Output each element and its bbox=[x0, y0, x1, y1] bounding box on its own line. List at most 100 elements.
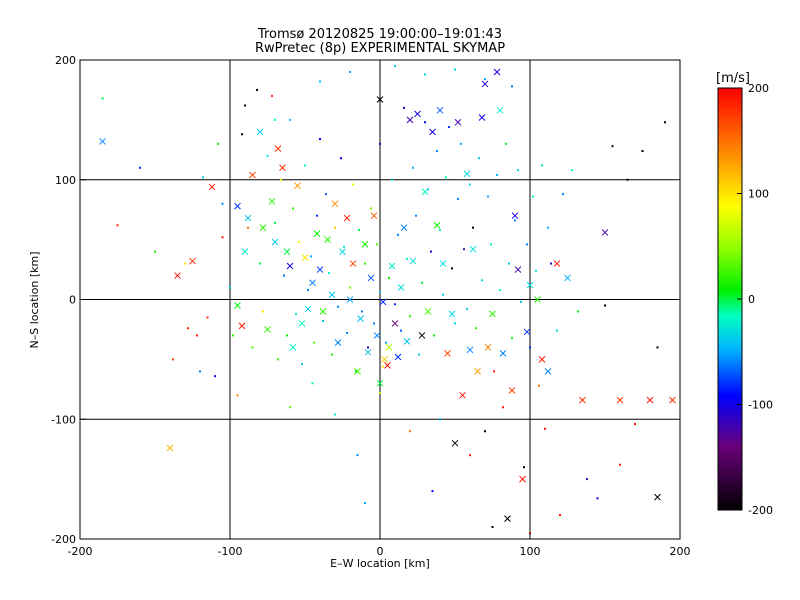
x-tick-label: 0 bbox=[377, 545, 384, 558]
data-point-dot bbox=[221, 236, 224, 239]
data-point-dot bbox=[280, 178, 282, 181]
data-point-dot bbox=[469, 454, 471, 457]
data-point-cross bbox=[324, 236, 331, 243]
data-point-cross bbox=[241, 248, 249, 255]
data-point-cross bbox=[478, 114, 486, 121]
data-point-cross bbox=[328, 291, 336, 299]
data-point-dot bbox=[295, 312, 297, 315]
data-point-dot bbox=[236, 394, 239, 397]
data-point-dot bbox=[331, 353, 333, 356]
data-point-cross bbox=[538, 356, 546, 363]
data-point-cross bbox=[496, 106, 504, 114]
data-point-dot bbox=[430, 250, 432, 253]
data-point-cross bbox=[264, 326, 271, 333]
data-point-dot bbox=[409, 315, 411, 318]
data-point-dot bbox=[301, 363, 303, 366]
data-point-dot bbox=[217, 142, 219, 145]
data-point-cross bbox=[367, 274, 375, 282]
data-point-dot bbox=[406, 257, 408, 260]
data-point-cross bbox=[564, 274, 571, 282]
data-point-cross bbox=[579, 396, 586, 404]
data-point-dot bbox=[427, 188, 429, 191]
data-point-dot bbox=[241, 133, 243, 136]
data-point-dot bbox=[439, 229, 441, 232]
data-point-cross bbox=[319, 308, 327, 315]
data-point-cross bbox=[519, 475, 526, 483]
data-point-dot bbox=[311, 382, 314, 385]
data-point-cross bbox=[283, 248, 291, 255]
data-point-dot bbox=[529, 346, 531, 349]
data-point-dot bbox=[523, 466, 525, 469]
data-point-dot bbox=[262, 310, 264, 313]
data-point-dot bbox=[535, 269, 537, 272]
data-point-cross bbox=[376, 379, 384, 387]
data-point-cross bbox=[234, 202, 241, 210]
data-point-dot bbox=[310, 255, 312, 258]
data-point-cross bbox=[357, 315, 364, 323]
data-point-dot bbox=[457, 197, 459, 200]
y-tick-label: 100 bbox=[55, 174, 76, 187]
data-point-dot bbox=[358, 229, 360, 232]
data-point-cross bbox=[298, 320, 306, 327]
data-point-dot bbox=[619, 463, 621, 466]
data-point-dot bbox=[361, 310, 363, 313]
data-point-dot bbox=[232, 334, 234, 337]
data-point-dot bbox=[337, 305, 339, 308]
data-point-cross bbox=[361, 241, 369, 248]
data-point-dot bbox=[352, 183, 354, 186]
data-point-dot bbox=[562, 193, 564, 196]
data-point-cross bbox=[99, 138, 106, 145]
data-point-cross bbox=[526, 281, 534, 289]
data-point-cross bbox=[481, 80, 489, 88]
data-point-cross bbox=[459, 391, 466, 399]
data-point-cross bbox=[238, 322, 246, 330]
data-point-dot bbox=[541, 164, 543, 167]
data-point-dot bbox=[508, 262, 510, 265]
data-point-dot bbox=[319, 138, 321, 141]
data-point-cross bbox=[489, 310, 496, 318]
data-point-cross bbox=[373, 332, 381, 339]
data-point-dot bbox=[346, 332, 348, 335]
data-point-cross bbox=[391, 320, 399, 327]
data-point-dot bbox=[493, 370, 495, 373]
data-point-dot bbox=[370, 207, 372, 210]
data-point-dot bbox=[292, 207, 294, 210]
data-point-dot bbox=[289, 406, 291, 409]
data-point-dot bbox=[626, 178, 629, 181]
data-point-dot bbox=[256, 88, 258, 91]
data-point-dot bbox=[274, 221, 276, 224]
data-point-dot bbox=[421, 281, 423, 284]
data-point-cross bbox=[376, 96, 384, 103]
data-point-cross bbox=[463, 170, 471, 178]
data-point-cross bbox=[384, 362, 391, 369]
data-point-dot bbox=[394, 64, 396, 67]
data-point-dot bbox=[259, 262, 261, 265]
data-point-dot bbox=[206, 316, 209, 319]
data-point-cross bbox=[523, 328, 531, 336]
data-point-dot bbox=[641, 150, 644, 153]
data-point-cross bbox=[381, 356, 388, 363]
data-point-cross bbox=[601, 229, 609, 236]
data-point-dot bbox=[634, 423, 636, 426]
y-axis-label: N–S location [km] bbox=[28, 251, 41, 348]
data-point-cross bbox=[439, 260, 447, 267]
data-point-cross bbox=[166, 444, 174, 452]
data-point-cross bbox=[654, 493, 661, 501]
y-tick-label: -100 bbox=[51, 413, 76, 426]
data-point-dot bbox=[424, 121, 426, 124]
data-point-dot bbox=[514, 219, 516, 222]
data-point-dot bbox=[499, 288, 501, 291]
data-point-cross bbox=[339, 248, 346, 255]
data-point-cross bbox=[256, 128, 264, 136]
data-point-cross bbox=[331, 200, 339, 208]
data-point-dot bbox=[538, 384, 540, 387]
data-point-cross bbox=[409, 257, 417, 265]
data-point-dot bbox=[382, 365, 384, 368]
data-point-dot bbox=[415, 214, 417, 217]
data-point-dot bbox=[439, 418, 441, 421]
data-point-dot bbox=[484, 430, 486, 433]
colorbar-label: [m/s] bbox=[716, 71, 750, 86]
data-point-cross bbox=[259, 224, 267, 232]
data-point-cross bbox=[268, 197, 276, 205]
data-point-cross bbox=[174, 272, 181, 279]
